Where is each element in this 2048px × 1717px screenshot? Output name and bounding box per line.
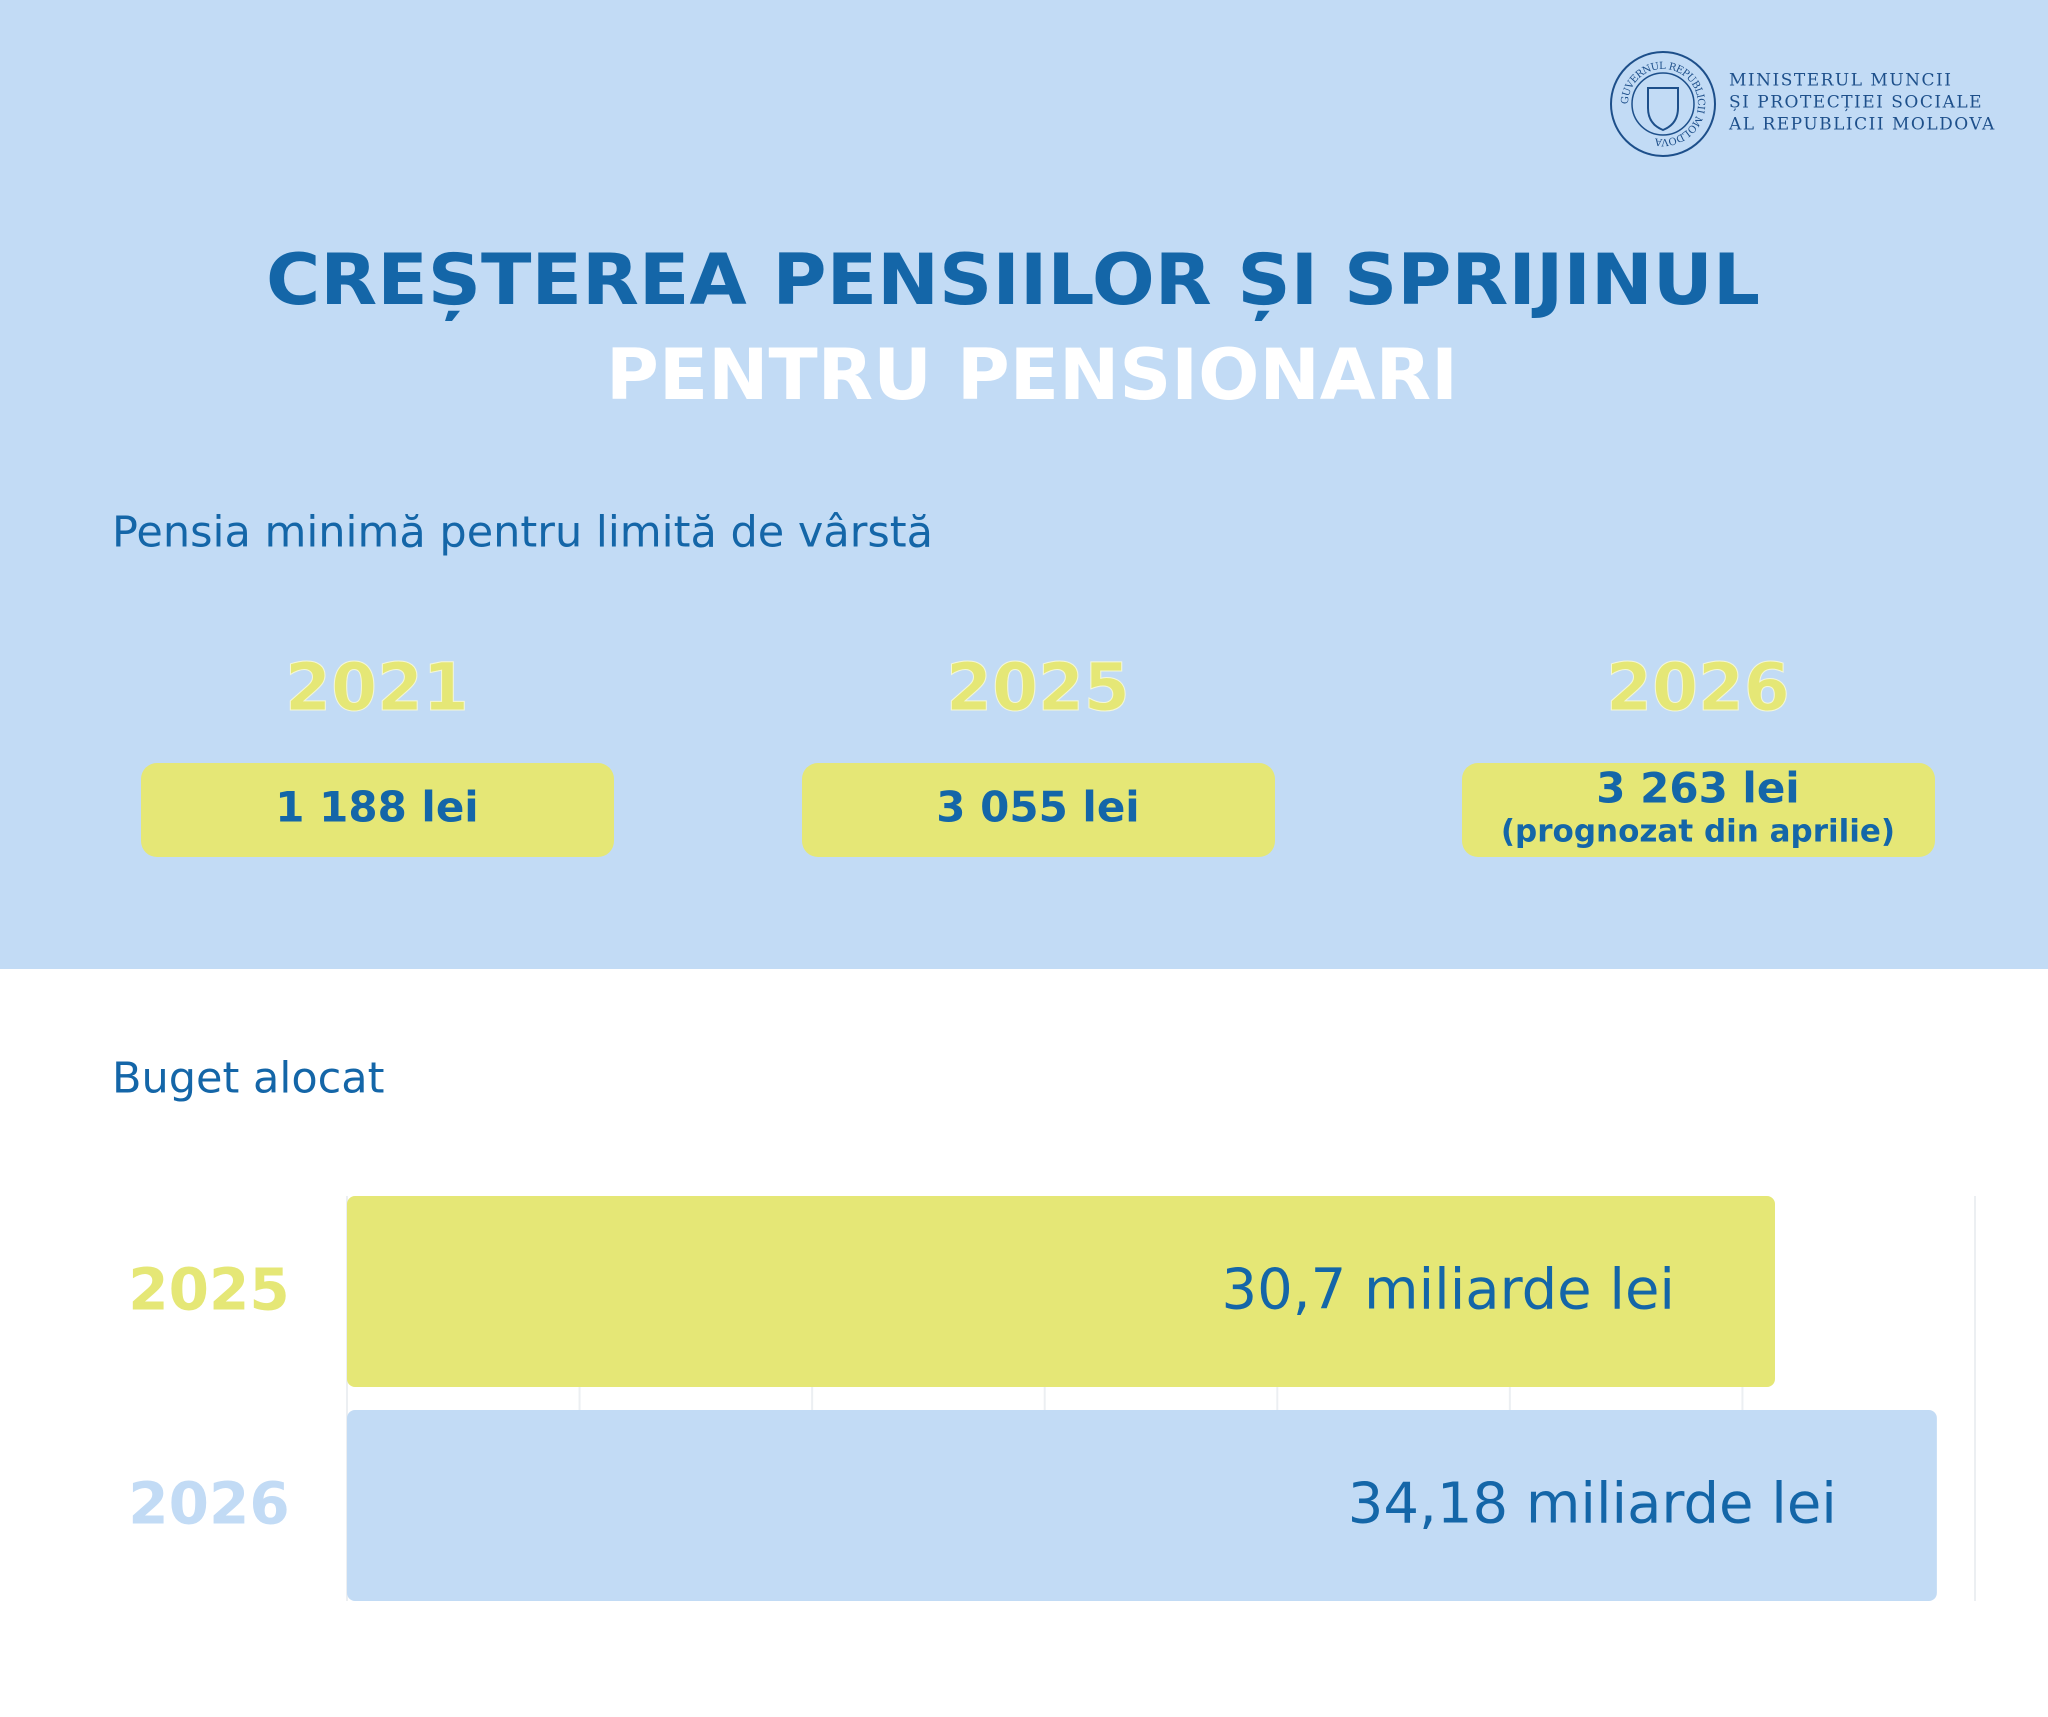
title-line: PENTRU PENSIONARI <box>606 334 1458 416</box>
amount-card <box>1462 763 1935 857</box>
amount-text: 3 263 lei <box>1596 764 1799 813</box>
bar <box>347 1196 1775 1387</box>
amount-text: 3 055 lei <box>936 783 1139 832</box>
bar-value-label: 34,18 miliarde lei <box>1348 1472 1837 1537</box>
amount-card <box>141 763 614 857</box>
section-heading: Pensia minimă pentru limită de vârstă <box>112 508 933 558</box>
ministry-line: MINISTERUL MUNCII <box>1729 71 1952 91</box>
amount-text: 1 188 lei <box>275 783 478 832</box>
ministry-line: AL REPUBLICII MOLDOVA <box>1728 115 1996 135</box>
amount-card <box>802 763 1275 857</box>
bar <box>347 1410 1937 1601</box>
title-line: CREȘTEREA PENSIILOR ȘI SPRIJINUL <box>266 239 1760 321</box>
year-label: 2021 <box>285 649 469 726</box>
chart-title: Buget alocat <box>112 1054 385 1104</box>
category-label: 2025 <box>128 1256 289 1324</box>
year-label: 2025 <box>946 649 1130 726</box>
year-label: 2026 <box>1606 649 1790 726</box>
bar-value-label: 30,7 miliarde lei <box>1222 1258 1675 1323</box>
ministry-line: ȘI PROTECȚIEI SOCIALE <box>1729 93 1983 113</box>
category-label: 2026 <box>128 1470 289 1538</box>
amount-note: (prognozat din aprilie) <box>1501 814 1895 850</box>
